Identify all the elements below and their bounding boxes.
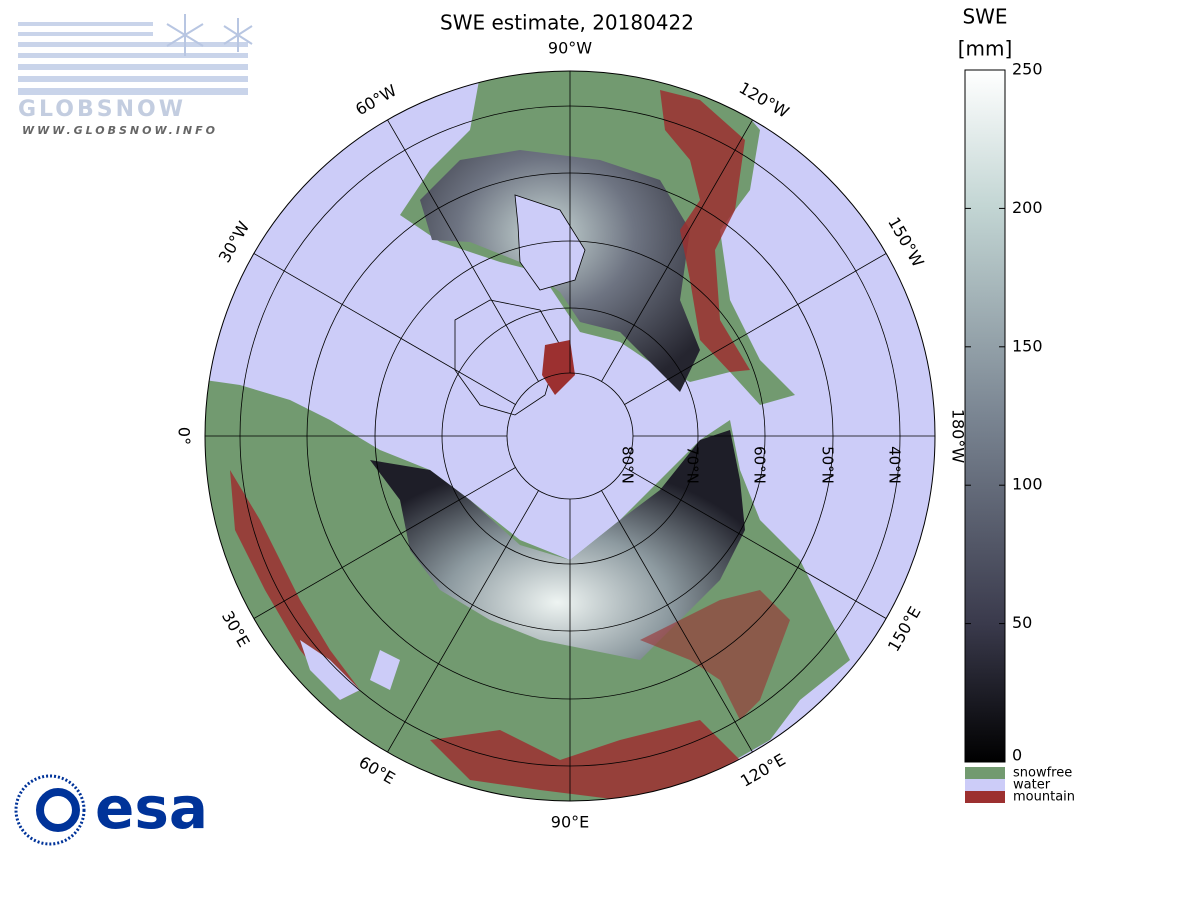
- legend-label: water: [1013, 778, 1051, 793]
- legend-label: snowfree: [1013, 766, 1072, 781]
- logo-stripe: [18, 42, 248, 47]
- map-title: SWE estimate, 20180422: [440, 11, 694, 35]
- meridian: [253, 253, 516, 405]
- logo-stripe: [18, 64, 248, 70]
- graticule: [205, 71, 935, 801]
- esa-logo: esa: [14, 774, 208, 846]
- logo-stripe: [18, 53, 248, 58]
- meridian: [601, 490, 753, 753]
- hudson-bay: [514, 194, 586, 291]
- logo-stripe: [18, 32, 153, 36]
- meridian: [601, 119, 753, 382]
- colorbar-tick-label: 250: [1012, 60, 1043, 79]
- esa-wordmark: esa: [95, 774, 208, 842]
- colorbar-label: SWE: [962, 5, 1007, 29]
- land-layer: [205, 71, 850, 801]
- longitude-label: 30°E: [218, 608, 254, 651]
- esa-emblem-core: [36, 788, 80, 832]
- esa-emblem: [14, 774, 86, 846]
- polar-map: 80°N 70°N 60°N 50°N 40°N90°W120°W150°W180°W1…: [175, 39, 968, 832]
- legend-swatch: [965, 767, 1005, 779]
- baffin-mountain: [542, 340, 575, 395]
- colorbar-gradient: [964, 69, 1006, 763]
- legend-swatch: [965, 791, 1005, 803]
- logo-stripe: [18, 76, 248, 82]
- longitude-label: 180°W: [949, 409, 968, 464]
- latitude-label: 60°N: [751, 446, 769, 484]
- colorbar-unit: [mm]: [958, 37, 1013, 61]
- longitude-label: 90°W: [548, 39, 592, 58]
- latitude-label: 70°N: [684, 446, 702, 484]
- rockies-mountain: [660, 90, 750, 372]
- meridian: [624, 253, 887, 405]
- logo-stripe: [18, 88, 248, 95]
- meridian: [624, 467, 887, 619]
- legend-swatch: [965, 779, 1005, 791]
- meridian: [387, 490, 539, 753]
- snowflake: [166, 14, 253, 56]
- globsnow-logo: GLOBSNOW WWW.GLOBSNOW.INFO: [18, 14, 253, 137]
- scandinavia-mountain: [230, 470, 360, 700]
- meridian: [253, 467, 516, 619]
- greenland: [454, 299, 561, 416]
- colorbar: SWE [mm] 0 50 100 150 200 250 snowfreewatermou…: [958, 5, 1075, 805]
- longitude-label: 90°E: [551, 813, 589, 832]
- logo-name: GLOBSNOW: [18, 97, 186, 122]
- map-border: [204, 70, 936, 802]
- longitude-label: 30°W: [215, 218, 254, 266]
- logo-stripe: [18, 22, 153, 26]
- colorbar-tick-label: 50: [1012, 613, 1032, 632]
- colorbar-tick-label: 150: [1012, 336, 1043, 355]
- inland-water: [300, 640, 400, 700]
- longitude-label: 60°E: [356, 752, 399, 788]
- colorbar-tick-label: 100: [1012, 475, 1043, 494]
- logo-url: WWW.GLOBSNOW.INFO: [22, 124, 218, 137]
- meridian: [387, 119, 539, 382]
- longitude-label: 0°: [175, 427, 194, 445]
- asia-mountain: [430, 720, 740, 800]
- colorbar-tick-label: 200: [1012, 198, 1043, 217]
- colorbar-tick-label: 0: [1012, 746, 1022, 765]
- legend-label: mountain: [1013, 790, 1075, 805]
- longitude-label: 60°W: [352, 81, 400, 120]
- snow-eurasia: [370, 430, 745, 660]
- latitude-label: 50°N: [819, 446, 837, 484]
- latitude-label: 40°N: [886, 446, 904, 484]
- latitude-label: 80°N: [619, 446, 637, 484]
